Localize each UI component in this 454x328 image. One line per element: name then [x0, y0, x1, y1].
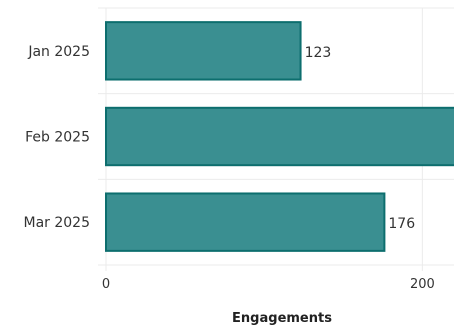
x-tick-label: 200 — [410, 277, 435, 292]
data-label: 176 — [388, 216, 415, 232]
x-axis-title: Engagements — [232, 311, 332, 326]
category-label: Jan 2025 — [27, 44, 90, 60]
labels: 0 200 Jan 2025 123 Feb 2025 Mar 2025 176 — [24, 44, 435, 292]
bar-mar-2025 — [105, 192, 386, 252]
bar-jan-2025 — [105, 21, 302, 81]
category-label: Mar 2025 — [24, 215, 91, 231]
bar-feb-2025 — [105, 106, 454, 167]
x-tick-label: 0 — [102, 277, 110, 292]
data-label: 123 — [305, 45, 332, 61]
bars — [105, 21, 454, 252]
category-label: Feb 2025 — [25, 130, 90, 146]
